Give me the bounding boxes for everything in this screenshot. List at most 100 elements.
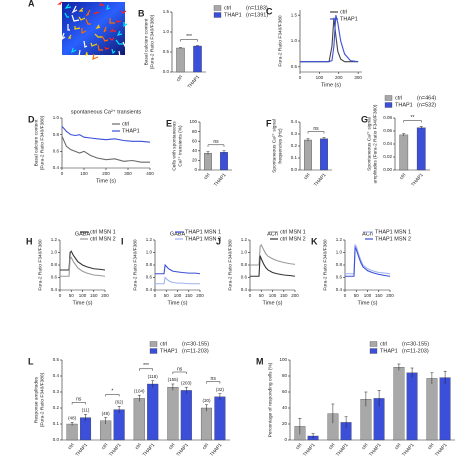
- cell: [103, 26, 107, 33]
- x-tick-label: 0: [249, 293, 252, 298]
- legend-label: THAP1 MSN 2: [185, 236, 221, 242]
- x-tick-label: 150: [90, 293, 98, 298]
- y-tick-label: 20: [282, 421, 288, 426]
- sig-bracket: [403, 120, 422, 123]
- bar: [426, 378, 438, 441]
- y-tick-label: 1.0: [291, 38, 298, 43]
- sig-label: *: [111, 389, 113, 395]
- bar: [113, 409, 125, 441]
- y-tick-label: 0.8: [336, 262, 343, 267]
- cell: [60, 32, 66, 41]
- y-axis-label: Cells with spontaneous: [171, 121, 177, 171]
- y-tick-label: 0.0: [53, 437, 60, 442]
- bar-label: ctrl: [427, 442, 436, 451]
- x-axis-label: Time (s): [73, 300, 93, 306]
- bar-label: THAP1: [434, 442, 449, 458]
- y-tick-label: 0: [284, 437, 287, 442]
- x-tick-label: 200: [386, 293, 394, 298]
- legend-swatch: [213, 12, 222, 18]
- cell: [83, 40, 88, 48]
- bar: [220, 152, 228, 171]
- y-tick-label: 0.02: [383, 154, 392, 159]
- y-axis-label: Response amplitudes: [33, 376, 39, 423]
- cell: [85, 18, 91, 25]
- y-tick-label: 1.2: [51, 237, 58, 242]
- y-tick-label: 1.0: [336, 250, 343, 255]
- bar-label: THAP1: [142, 442, 157, 458]
- cell: [106, 4, 111, 10]
- n-label: (49): [102, 411, 111, 416]
- bar-label: ctrl: [361, 442, 370, 451]
- bar-label: THAP1: [213, 172, 228, 188]
- cell: [116, 20, 122, 23]
- sig-bracket: [139, 368, 153, 371]
- y-tick-label: 80: [192, 129, 198, 134]
- y-axis-label: amplitudes (Fura-2 Ratio F340/F380): [372, 104, 378, 183]
- legend-label: ctrl: [224, 5, 231, 11]
- x-tick-label: 100: [174, 293, 182, 298]
- x-tick-label: 150: [185, 293, 193, 298]
- cell: [95, 24, 101, 30]
- cell: [57, 1, 63, 5]
- legend-swatch: [149, 341, 158, 347]
- x-tick-label: 0: [61, 171, 64, 176]
- n-label: (118): [148, 374, 159, 379]
- bar-label: THAP1: [368, 442, 383, 458]
- bar-label: ctrl: [168, 442, 177, 451]
- sig-bracket: [307, 131, 325, 134]
- sig-label: ***: [186, 34, 192, 40]
- cell: [78, 7, 84, 12]
- x-tick-label: 50: [164, 293, 170, 298]
- cell: [71, 47, 77, 54]
- trace: [60, 250, 106, 271]
- y-tick-label: 1.5: [291, 12, 298, 17]
- y-tick-label: 0.5: [163, 49, 170, 54]
- y-axis-label: Ca²⁺ transients (%): [177, 125, 183, 167]
- y-axis-label: Basal calcium content: [33, 119, 39, 166]
- bar: [406, 372, 418, 441]
- bar-label: THAP1: [401, 442, 416, 458]
- bar: [133, 398, 145, 441]
- cell: [94, 33, 102, 38]
- x-axis-label: Time (s): [263, 300, 283, 306]
- sig-bracket: [71, 402, 86, 405]
- bar-label: THAP1: [302, 442, 317, 458]
- y-tick-label: 0.6: [51, 275, 58, 280]
- panel-label: K: [311, 236, 318, 246]
- legend-label: THAP1: [395, 102, 413, 108]
- cell: [109, 18, 115, 24]
- sig-label: ns: [213, 139, 219, 145]
- cell: [93, 11, 100, 15]
- n-label: (155): [168, 377, 179, 382]
- bar: [439, 377, 451, 441]
- y-tick-label: 0.0: [291, 167, 298, 172]
- bar-label: THAP1: [108, 442, 123, 458]
- bar: [200, 407, 213, 441]
- panel-label: B: [138, 8, 145, 18]
- cell: [120, 10, 127, 14]
- sig-label: ns: [177, 366, 183, 372]
- legend-label: THAP1 MSN 1: [185, 229, 221, 235]
- panel-label: F: [266, 118, 272, 128]
- trace: [345, 245, 391, 277]
- micrograph: [62, 2, 125, 55]
- panel-label: D: [28, 114, 35, 124]
- x-tick-label: 50: [69, 293, 75, 298]
- bar: [214, 396, 226, 441]
- sig-bracket: [105, 394, 120, 397]
- bar-label: ctrl: [295, 442, 304, 451]
- sig-label: ns: [76, 397, 82, 403]
- y-tick-label: 0.4: [146, 287, 153, 292]
- legend-label: ctrl: [395, 95, 402, 101]
- cell: [85, 9, 91, 17]
- x-axis-label: Time (s): [168, 300, 188, 306]
- trace: [250, 244, 296, 266]
- cell: [84, 51, 89, 57]
- chart-title: spontaneous Ca²⁺ transients: [71, 108, 141, 115]
- bar-label: THAP1: [313, 172, 328, 188]
- bar: [304, 139, 312, 171]
- legend-label: ctrl: [122, 121, 129, 127]
- y-tick-label: 0.4: [241, 287, 248, 292]
- trace: [60, 256, 106, 277]
